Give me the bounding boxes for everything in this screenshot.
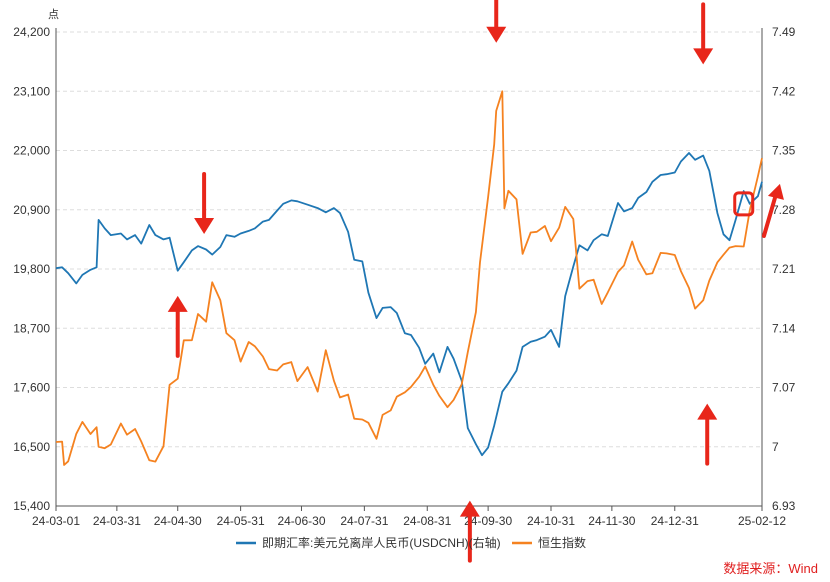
x-axis: 24-03-01 24-03-31 24-04-30 24-05-31 24-06-30… xyxy=(32,505,786,528)
annotation-highlight-box xyxy=(733,191,755,217)
series-lines xyxy=(55,90,763,466)
legend: 即期汇率:美元兑离岸人民币(USDCNH)(右轴) 恒生指数 xyxy=(236,535,586,550)
x-tick-label: 24-06-30 xyxy=(277,514,325,528)
annotations xyxy=(167,0,784,563)
hsi-series-line xyxy=(55,90,763,466)
y-left-tick-label: 18,700 xyxy=(13,321,50,335)
x-tick-label: 24-12-31 xyxy=(651,514,699,528)
x-tick-label: 24-11-30 xyxy=(588,514,635,528)
x-tick-label: 24-05-31 xyxy=(217,514,265,528)
y-left-tick-label: 15,400 xyxy=(13,499,50,513)
y-left-tick-label: 24,200 xyxy=(13,25,50,39)
y-right-tick-label: 6.93 xyxy=(772,499,796,513)
y-right-tick-label: 7 xyxy=(772,440,779,454)
y-right-tick-label: 7.14 xyxy=(772,321,796,335)
x-tick-label: 24-10-31 xyxy=(527,514,575,528)
y-left-tick-label: 20,900 xyxy=(13,203,50,217)
annotation-arrow-up xyxy=(459,500,480,563)
source-text: 数据来源：Wind xyxy=(723,561,818,576)
y-left-tick-label: 23,100 xyxy=(13,84,50,98)
y-right-tick-label: 7.07 xyxy=(772,381,796,395)
x-tick-label: 24-09-30 xyxy=(464,514,512,528)
y-right-tick-label: 7.28 xyxy=(772,203,796,217)
y-right-tick-label: 7.35 xyxy=(772,144,796,158)
annotation-arrow-up xyxy=(697,403,718,466)
annotation-arrow-down xyxy=(693,2,714,65)
right-axis: 6.93 7 7.07 7.14 7.21 7.28 7.35 7.42 7.49 xyxy=(761,25,796,513)
x-tick-label: 24-07-31 xyxy=(340,514,388,528)
left-axis: 15,400 16,500 17,600 18,700 19,800 20,900 22,0… xyxy=(13,25,57,513)
usdcnh-series-line xyxy=(55,152,763,457)
annotation-arrow-down xyxy=(486,0,507,43)
y-right-tick-label: 7.21 xyxy=(772,262,796,276)
x-tick-label: 24-03-01 xyxy=(32,514,80,528)
y-left-tick-label: 19,800 xyxy=(13,262,50,276)
annotation-arrow-up xyxy=(167,295,188,358)
legend-label: 恒生指数 xyxy=(538,535,586,550)
x-tick-label: 24-03-31 xyxy=(93,514,141,528)
x-tick-label: 25-02-12 xyxy=(738,514,786,528)
left-unit-label: 点 xyxy=(48,8,59,21)
y-left-tick-label: 22,000 xyxy=(13,144,50,158)
y-left-tick-label: 16,500 xyxy=(13,440,50,454)
legend-label: 即期汇率:美元兑离岸人民币(USDCNH)(右轴) xyxy=(262,535,501,550)
x-tick-label: 24-04-30 xyxy=(154,514,202,528)
annotation-arrow-down xyxy=(194,171,215,234)
x-tick-label: 24-08-31 xyxy=(403,514,451,528)
y-right-tick-label: 7.49 xyxy=(772,25,796,39)
annotation-arrow-up-right xyxy=(761,183,784,238)
y-left-tick-label: 17,600 xyxy=(13,381,50,395)
y-right-tick-label: 7.42 xyxy=(772,84,796,98)
